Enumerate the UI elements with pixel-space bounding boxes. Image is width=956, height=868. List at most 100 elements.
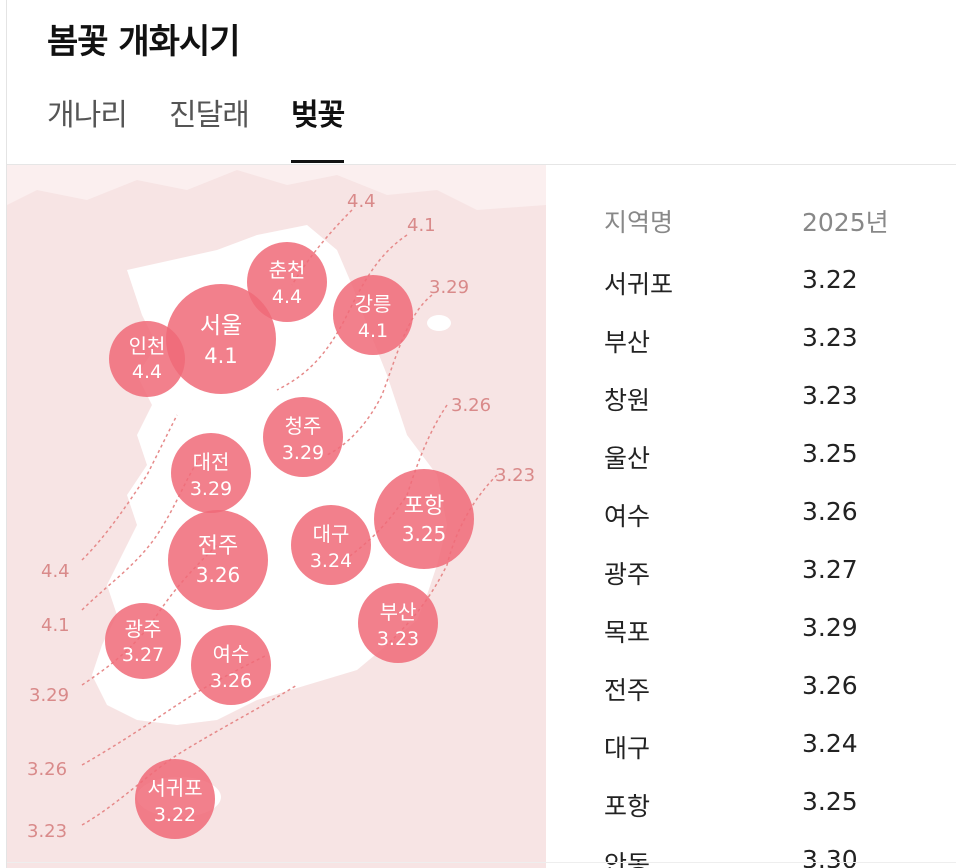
isoline-label: 3.26 xyxy=(27,759,67,780)
isoline-label: 3.23 xyxy=(495,465,535,486)
city-name: 인천 xyxy=(129,334,166,358)
bottom-divider xyxy=(7,862,956,863)
city-date: 3.25 xyxy=(402,522,447,546)
isoline xyxy=(276,234,408,391)
table-row: 여수 3.26 xyxy=(604,497,956,537)
row-region: 광주 xyxy=(604,560,651,589)
korea-map-graphic: 4.4 4.1 3.29 3.26 3.23 4.4 4.1 3.29 3.26… xyxy=(7,165,546,842)
city-date: 4.4 xyxy=(272,286,302,308)
row-date: 3.23 xyxy=(802,381,858,410)
table-row: 대구 3.24 xyxy=(604,729,956,769)
row-region: 안동 xyxy=(604,850,651,868)
city-date: 3.23 xyxy=(377,628,419,650)
row-region: 대구 xyxy=(604,734,651,763)
isoline-label: 3.29 xyxy=(429,277,469,298)
city-markers: 춘천 4.4 서울 4.1 인천 4.4 강릉 4.1 xyxy=(105,242,474,839)
row-date: 3.25 xyxy=(802,439,858,468)
isoline xyxy=(81,454,203,611)
row-region: 부산 xyxy=(604,328,651,357)
city-date: 3.24 xyxy=(310,550,352,572)
city-name: 서울 xyxy=(200,313,242,339)
isoline-label: 3.29 xyxy=(29,685,69,706)
city-marker-jeonju[interactable]: 전주 3.26 xyxy=(168,510,268,610)
city-marker-seogwipo[interactable]: 서귀포 3.22 xyxy=(135,759,215,839)
bloom-map: 4.4 4.1 3.29 3.26 3.23 4.4 4.1 3.29 3.26… xyxy=(7,165,546,868)
page-title: 봄꽃 개화시기 xyxy=(47,22,241,62)
bloom-date-table: 지역명 2025년 서귀포 3.22 부산 3.23 창원 3.23 울산 3.… xyxy=(604,165,956,868)
row-region: 울산 xyxy=(604,444,651,473)
city-name: 포항 xyxy=(404,494,444,519)
row-date: 3.26 xyxy=(802,497,858,526)
tab-forsythia[interactable]: 개나리 xyxy=(47,98,128,133)
isoline xyxy=(386,474,498,646)
island-east xyxy=(427,315,451,331)
city-name: 부산 xyxy=(380,600,417,624)
north-land-shape xyxy=(7,165,546,210)
city-name: 춘천 xyxy=(269,258,306,282)
city-date: 3.29 xyxy=(190,478,232,500)
row-region: 전주 xyxy=(604,676,651,705)
city-name: 강릉 xyxy=(355,292,392,316)
table-row: 서귀포 3.22 xyxy=(604,265,956,305)
row-date: 3.27 xyxy=(802,555,858,584)
isoline-label: 3.26 xyxy=(451,395,491,416)
table-header: 지역명 2025년 xyxy=(604,203,956,243)
row-region: 목포 xyxy=(604,618,651,647)
row-date: 3.30 xyxy=(802,845,858,868)
table-row: 울산 3.25 xyxy=(604,439,956,479)
header-year: 2025년 xyxy=(802,208,889,237)
isoline-label: 4.1 xyxy=(407,215,436,236)
city-marker-gangneung[interactable]: 강릉 4.1 xyxy=(333,275,413,355)
city-date: 3.29 xyxy=(282,442,324,464)
city-marker-busan[interactable]: 부산 3.23 xyxy=(358,583,438,663)
row-date: 3.22 xyxy=(802,265,858,294)
city-date: 3.26 xyxy=(196,563,241,587)
city-marker-daegu[interactable]: 대구 3.24 xyxy=(291,505,371,585)
isoline-labels: 4.4 4.1 3.29 3.26 3.23 4.4 4.1 3.29 3.26… xyxy=(27,191,535,842)
header-region: 지역명 xyxy=(604,208,674,237)
isoline xyxy=(81,414,178,561)
row-date: 3.25 xyxy=(802,787,858,816)
city-name: 전주 xyxy=(198,534,238,559)
tabs-divider xyxy=(7,164,956,165)
city-name: 대전 xyxy=(193,450,230,474)
row-date: 3.29 xyxy=(802,613,858,642)
row-region: 여수 xyxy=(604,502,651,531)
city-name: 청주 xyxy=(285,414,322,438)
city-marker-yeosu[interactable]: 여수 3.26 xyxy=(191,625,271,705)
table-row: 포항 3.25 xyxy=(604,787,956,827)
city-marker-daejeon[interactable]: 대전 3.29 xyxy=(171,433,251,513)
isoline-label: 4.4 xyxy=(41,561,70,582)
city-marker-pohang[interactable]: 포항 3.25 xyxy=(374,469,474,569)
city-date: 4.1 xyxy=(358,320,388,342)
table-row: 광주 3.27 xyxy=(604,555,956,595)
city-name: 대구 xyxy=(313,522,350,546)
table-row: 목포 3.29 xyxy=(604,613,956,653)
city-marker-cheongju[interactable]: 청주 3.29 xyxy=(263,397,343,477)
table-row: 부산 3.23 xyxy=(604,323,956,363)
city-name: 여수 xyxy=(213,642,250,666)
isoline-label: 4.1 xyxy=(41,615,70,636)
table-row: 안동 3.30 xyxy=(604,845,956,868)
row-date: 3.23 xyxy=(802,323,858,352)
row-date: 3.24 xyxy=(802,729,858,758)
city-marker-incheon[interactable]: 인천 4.4 xyxy=(109,321,185,397)
tab-azalea[interactable]: 진달래 xyxy=(169,98,250,133)
city-marker-seoul[interactable]: 서울 4.1 xyxy=(166,284,276,394)
city-name: 광주 xyxy=(125,617,162,641)
city-marker-chuncheon[interactable]: 춘천 4.4 xyxy=(247,242,327,322)
table-row: 창원 3.23 xyxy=(604,381,956,421)
isoline xyxy=(81,684,298,826)
row-date: 3.26 xyxy=(802,671,858,700)
city-date: 3.26 xyxy=(210,670,252,692)
city-date: 3.22 xyxy=(154,804,196,826)
city-date: 4.4 xyxy=(132,361,162,383)
city-date: 4.1 xyxy=(204,344,237,368)
city-name: 서귀포 xyxy=(147,776,202,800)
city-marker-gwangju[interactable]: 광주 3.27 xyxy=(105,603,181,679)
tab-cherry-blossom[interactable]: 벚꽃 xyxy=(291,90,345,163)
city-date: 3.27 xyxy=(122,644,164,666)
bloom-panel: 봄꽃 개화시기 개나리 진달래 벚꽃 xyxy=(6,0,956,868)
isoline-label: 3.23 xyxy=(27,821,67,842)
isoline-label: 4.4 xyxy=(347,191,376,212)
